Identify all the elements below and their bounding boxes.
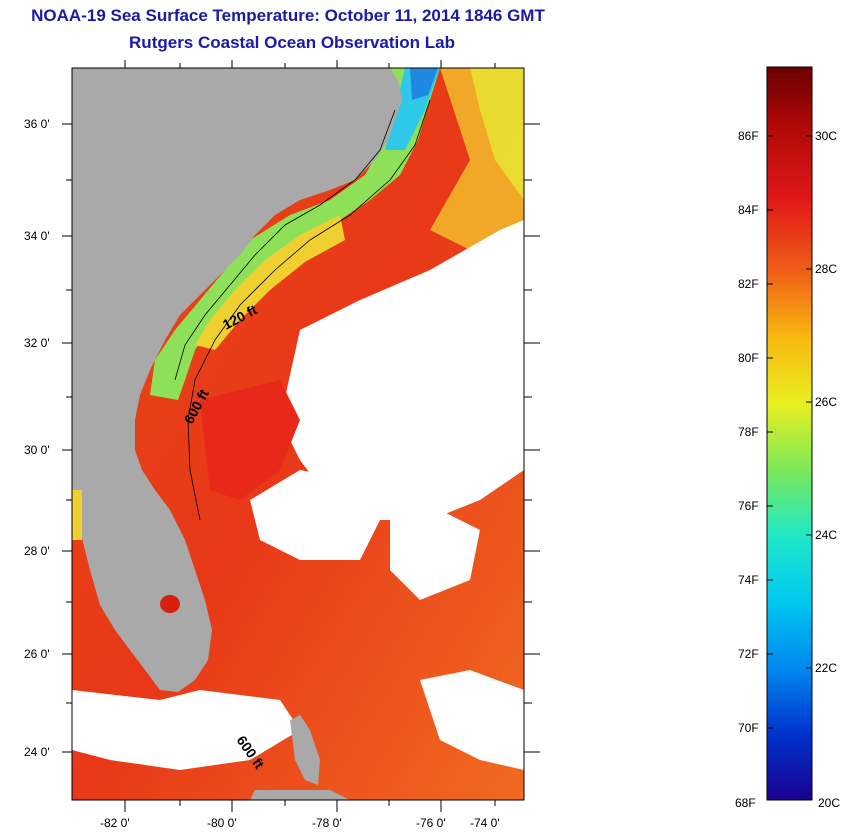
- colorbar-label-c: 24C: [815, 528, 838, 542]
- colorbar-label-f: 82F: [738, 277, 759, 291]
- lat-label: 30 0': [24, 443, 50, 457]
- colorbar-label-f: 74F: [738, 573, 759, 587]
- isobath-120ft: [174, 109, 396, 381]
- lat-label: 28 0': [24, 544, 50, 558]
- lake-okeechobee: [160, 595, 180, 613]
- colorbar-label-f: 68F: [735, 796, 756, 810]
- lat-label: 24 0': [24, 745, 50, 759]
- lon-label: -78 0': [312, 816, 342, 830]
- colorbar-label-f: 80F: [738, 351, 759, 365]
- map-border: [71, 67, 525, 801]
- colorbar-label-f: 76F: [738, 499, 759, 513]
- isobath-600ft: [187, 99, 431, 521]
- lon-label: -76 0': [416, 816, 446, 830]
- lat-label: 32 0': [24, 336, 50, 350]
- lat-label: 36 0': [24, 117, 50, 131]
- colorbar-label-c: 22C: [815, 661, 838, 675]
- colorbar-label-f: 84F: [738, 203, 759, 217]
- shelf-water: [150, 68, 440, 400]
- colorbar-label-f: 86F: [738, 129, 759, 143]
- colorbar-label-f: 72F: [738, 647, 759, 661]
- colorbar-label-c: 30C: [815, 129, 838, 143]
- colorbar-label-c: 26C: [815, 395, 838, 409]
- map-subtitle: Rutgers Coastal Ocean Observation Lab: [129, 33, 455, 52]
- colorbar-label-c: 28C: [815, 262, 838, 276]
- lon-label: -74 0': [470, 816, 500, 830]
- colorbar-ticks-c: [806, 135, 812, 669]
- colorbar-label-f: 70F: [738, 721, 759, 735]
- lat-label: 26 0': [24, 647, 50, 661]
- colorbar-label-c: 20C: [818, 796, 841, 810]
- land-southeast-us: [72, 68, 402, 692]
- lon-ticks: [124, 60, 496, 812]
- colorbar-label-f: 78F: [738, 425, 759, 439]
- lat-label: 34 0': [24, 229, 50, 243]
- lon-label: -82 0': [100, 816, 130, 830]
- land-bahamas: [290, 715, 320, 785]
- lon-label: -80 0': [207, 816, 237, 830]
- colorbar: [766, 66, 813, 801]
- lat-ticks: [62, 123, 540, 753]
- map-title: NOAA-19 Sea Surface Temperature: October…: [31, 6, 545, 25]
- cloud-cover: [280, 220, 524, 520]
- colorbar-ticks-f: [767, 135, 773, 729]
